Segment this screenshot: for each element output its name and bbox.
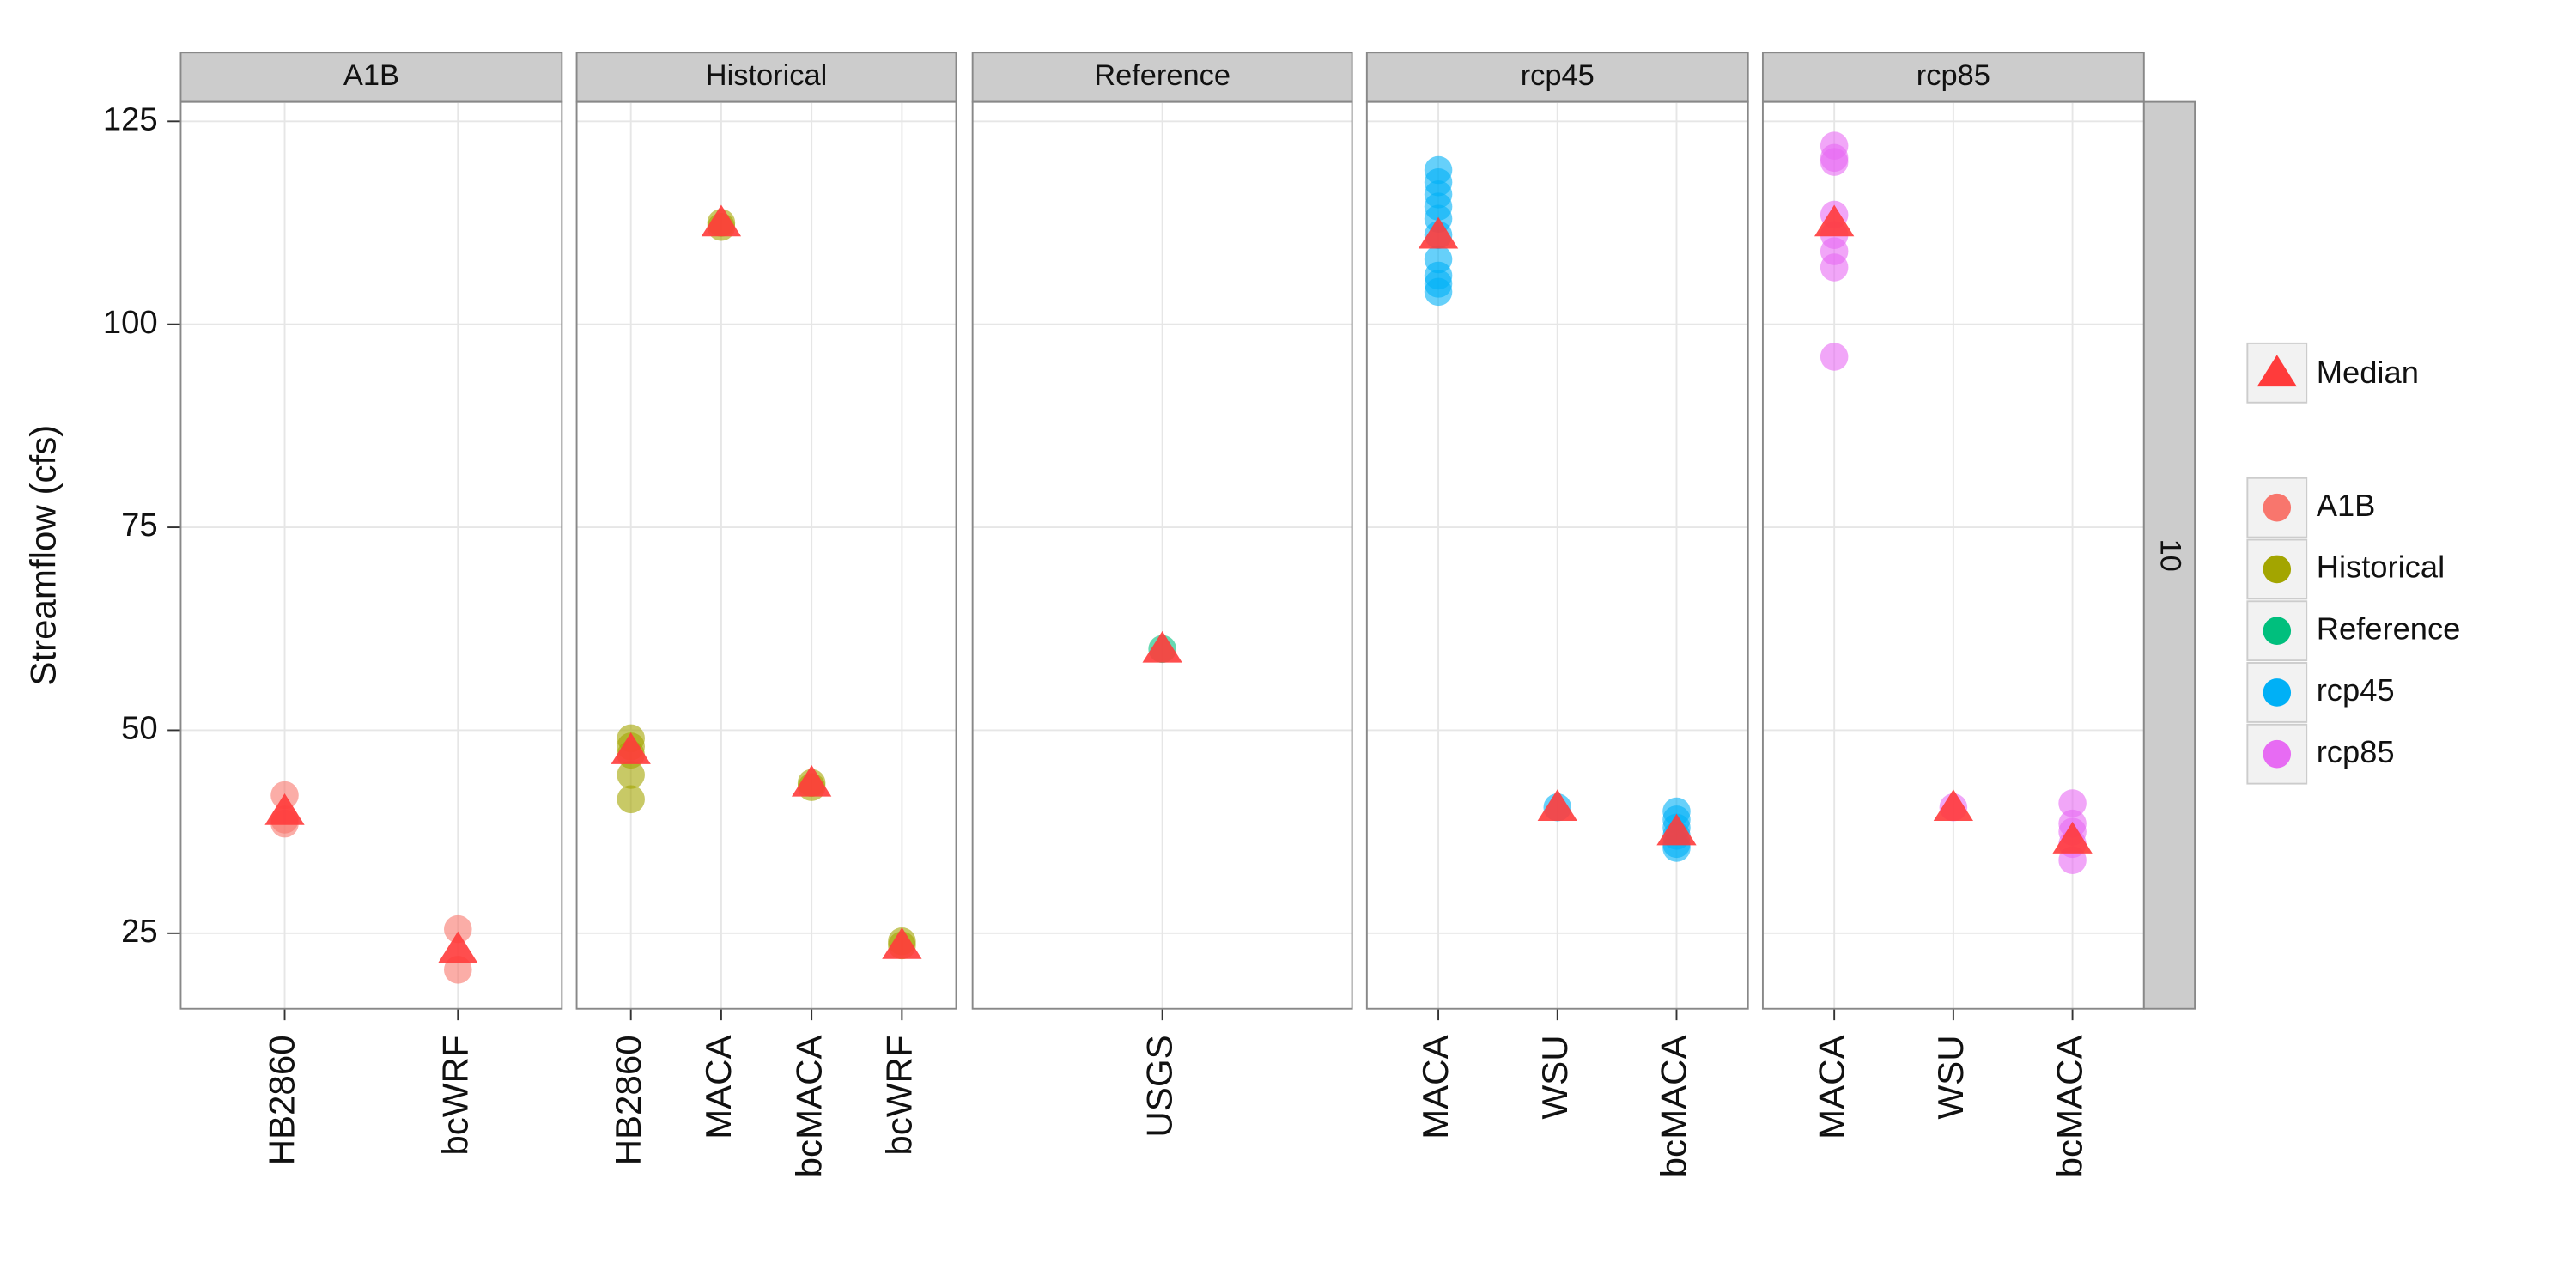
point: [617, 785, 645, 814]
median-marker: [1418, 216, 1459, 249]
legend-symbol: [2263, 617, 2292, 645]
panel-background: [180, 101, 562, 1009]
x-tick-label: HB2860: [262, 1035, 302, 1165]
strip: [575, 52, 957, 103]
legend-label: Historical: [2317, 550, 2445, 585]
legend-symbol: [2263, 739, 2292, 769]
median-marker: [438, 931, 478, 963]
x-tick-label: WSU: [1930, 1035, 1971, 1119]
point: [1820, 253, 1849, 282]
x-tick-label: WSU: [1534, 1035, 1575, 1119]
x-tick-label: MACA: [1415, 1035, 1455, 1139]
legend-symbol: [2263, 678, 2292, 707]
legend-label: Reference: [2317, 611, 2461, 646]
median-marker: [1537, 789, 1577, 822]
median-marker: [1142, 630, 1182, 663]
x-tick-label: bcWRF: [434, 1035, 475, 1155]
point: [617, 761, 645, 789]
x-tick-label: USGS: [1139, 1035, 1180, 1137]
row-strip-label: 10: [2154, 539, 2186, 572]
legend-label: rcp85: [2317, 734, 2395, 769]
strip-label: rcp45: [1521, 59, 1595, 92]
panel-border: [971, 100, 1353, 1010]
point: [2058, 789, 2087, 817]
median-marker: [611, 732, 651, 764]
panel-border: [1365, 100, 1749, 1010]
point: [1424, 277, 1453, 307]
y-tick-label: 25: [121, 913, 158, 950]
strip-label: Reference: [1094, 59, 1230, 92]
strip: [179, 52, 563, 103]
y-tick-label: 75: [121, 507, 158, 544]
median-marker: [1933, 789, 1974, 822]
median-marker: [1814, 204, 1855, 237]
median-marker: [701, 204, 742, 237]
y-tick-label: 50: [121, 710, 158, 747]
strip: [1365, 52, 1749, 103]
x-tick-label: HB2860: [608, 1035, 648, 1165]
y-tick-label: 100: [103, 304, 158, 341]
point: [444, 914, 472, 944]
legend-label: A1B: [2317, 488, 2376, 523]
median-marker: [2052, 822, 2093, 854]
x-tick-label: bcMACA: [1654, 1035, 1694, 1177]
panel-border: [575, 100, 957, 1010]
legend-median-symbol: [2257, 355, 2297, 387]
legend-label: rcp45: [2317, 672, 2395, 708]
median-marker: [264, 793, 305, 825]
y-tick-label: 125: [103, 100, 158, 137]
median-marker: [792, 764, 832, 797]
panel-border: [179, 100, 563, 1010]
legend-symbol: [2263, 555, 2292, 584]
x-tick-label: bcMACA: [788, 1035, 829, 1177]
point: [1820, 343, 1849, 371]
x-tick-label: MACA: [698, 1035, 738, 1139]
legend-label: Median: [2317, 355, 2419, 390]
median-marker: [882, 927, 922, 959]
strip: [971, 52, 1353, 103]
point: [1820, 148, 1849, 176]
x-tick-label: bcWRF: [879, 1035, 920, 1155]
row-strip: [2142, 100, 2196, 1010]
y-axis-title: Streamflow (cfs): [23, 425, 64, 686]
legend-symbol: [2263, 493, 2292, 522]
x-tick-label: MACA: [1811, 1035, 1851, 1139]
strip-label: Historical: [706, 59, 828, 92]
median-marker: [1656, 813, 1697, 846]
panel-background: [576, 101, 957, 1009]
x-tick-label: bcMACA: [2050, 1035, 2090, 1177]
strip: [1761, 52, 2145, 103]
strip-label: rcp85: [1917, 59, 1990, 92]
strip-label: A1B: [343, 59, 399, 92]
